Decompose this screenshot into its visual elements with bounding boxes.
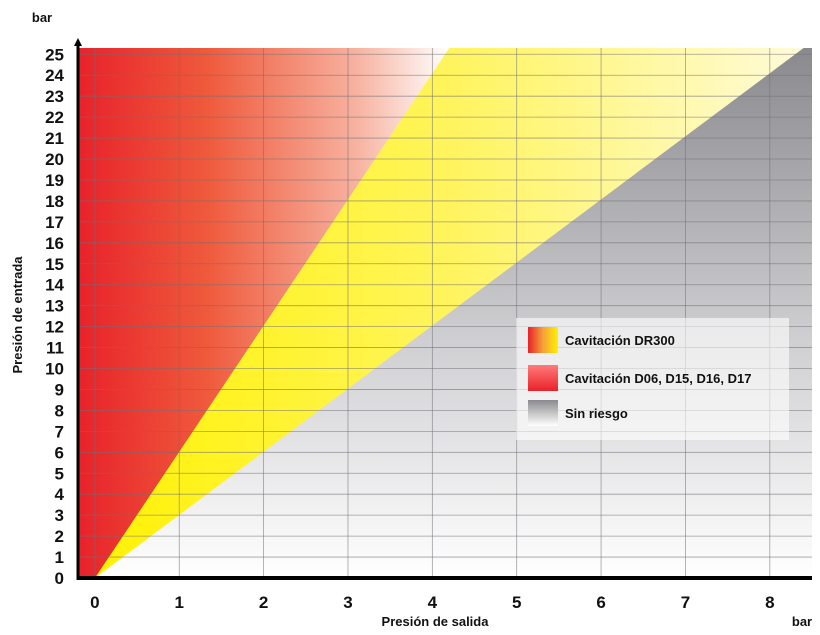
legend-swatch-dr300 [528,327,558,353]
x-unit-label: bar [792,614,812,629]
x-tick-label: 1 [175,593,184,612]
y-tick-label: 18 [45,192,64,211]
y-tick-label: 4 [55,485,65,504]
y-tick-label: 8 [55,401,64,420]
y-tick-label: 24 [45,66,64,85]
y-tick-label: 0 [55,569,64,588]
chart-axes [74,38,812,580]
legend-swatch-sin-riesgo [528,400,558,426]
x-tick-label: 3 [343,593,352,612]
y-unit-label: bar [32,10,52,25]
x-axis-title: Presión de salida [382,614,490,629]
x-tick-label: 2 [259,593,268,612]
y-axis-arrow [74,38,82,46]
x-tick-labels: 0 1 2 3 4 5 6 7 8 [90,593,774,612]
y-tick-label: 19 [45,171,64,190]
x-tick-label: 4 [428,593,438,612]
x-tick-label: 0 [90,593,99,612]
y-tick-label: 16 [45,234,64,253]
x-tick-label: 8 [765,593,774,612]
y-axis-title: Presión de entrada [10,256,25,374]
y-tick-label: 12 [45,318,64,337]
y-tick-label: 5 [55,464,64,483]
legend-box [516,318,789,440]
x-tick-label: 6 [596,593,605,612]
y-tick-label: 25 [45,45,64,64]
y-tick-label: 7 [55,422,64,441]
legend-label-d06-d15-d16-d17: Cavitación D06, D15, D16, D17 [565,371,751,386]
legend-label-dr300: Cavitación DR300 [565,333,675,348]
y-tick-label: 17 [45,213,64,232]
x-tick-label: 5 [512,593,521,612]
y-tick-label: 3 [55,506,64,525]
y-tick-labels: 0123456789101112131415161718192021222324… [45,45,64,588]
legend: Cavitación DR300 Cavitación D06, D15, D1… [516,318,789,440]
y-tick-label: 20 [45,150,64,169]
y-tick-label: 9 [55,380,64,399]
y-tick-label: 14 [45,276,64,295]
y-tick-label: 2 [55,527,64,546]
y-tick-label: 22 [45,108,64,127]
legend-label-sin-riesgo: Sin riesgo [565,406,628,421]
y-tick-label: 23 [45,87,64,106]
y-tick-label: 10 [45,360,64,379]
y-tick-label: 1 [55,548,64,567]
chart-regions [78,48,812,578]
y-tick-label: 21 [45,129,64,148]
y-tick-label: 13 [45,297,64,316]
y-tick-label: 15 [45,255,64,274]
legend-swatch-d06-d15-d16-d17 [528,365,558,391]
y-tick-label: 6 [55,443,64,462]
x-tick-label: 7 [681,593,690,612]
y-tick-label: 11 [46,339,64,358]
